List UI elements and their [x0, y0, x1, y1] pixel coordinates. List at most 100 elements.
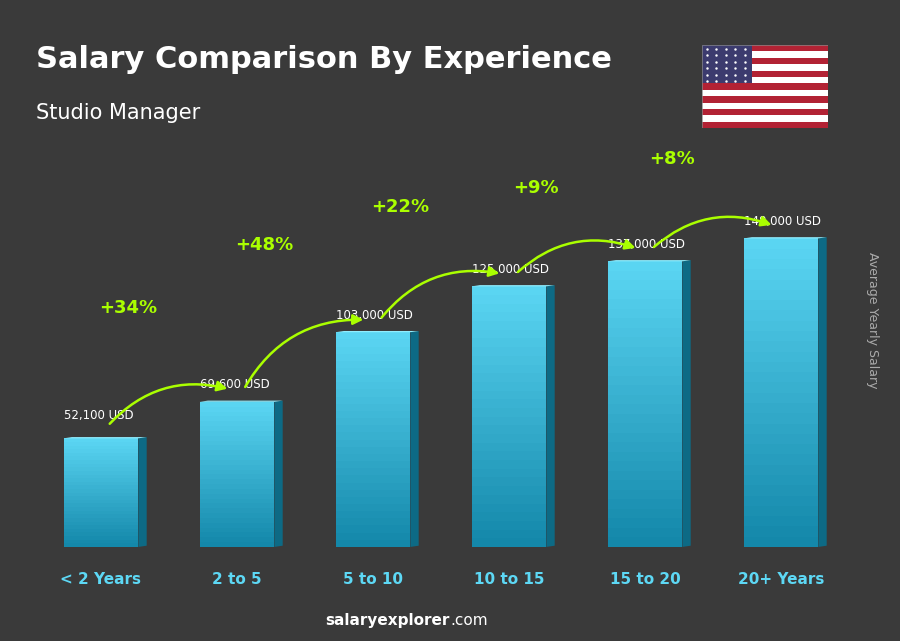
Bar	[702, 109, 828, 115]
Text: +8%: +8%	[649, 150, 695, 168]
Bar	[200, 445, 274, 450]
Bar	[743, 238, 818, 249]
Bar	[336, 397, 410, 404]
Bar	[336, 368, 410, 375]
Bar	[608, 490, 682, 499]
Bar	[336, 440, 410, 447]
Bar	[472, 469, 546, 478]
Bar	[64, 533, 139, 536]
Bar	[200, 537, 274, 542]
Bar	[336, 447, 410, 454]
Bar	[472, 399, 546, 408]
Polygon shape	[682, 260, 690, 547]
Bar	[608, 309, 682, 319]
Bar	[608, 347, 682, 356]
Bar	[64, 544, 139, 547]
Bar	[702, 96, 828, 103]
Bar	[743, 279, 818, 290]
Bar	[608, 385, 682, 395]
Bar	[743, 351, 818, 362]
Bar	[608, 423, 682, 433]
Bar	[64, 522, 139, 525]
Bar	[336, 511, 410, 519]
Bar	[64, 467, 139, 471]
Bar	[336, 519, 410, 526]
Bar	[64, 482, 139, 485]
Bar	[64, 525, 139, 529]
Bar	[200, 426, 274, 431]
Bar	[743, 259, 818, 269]
Text: 137,000 USD: 137,000 USD	[608, 238, 685, 251]
Bar	[200, 508, 274, 513]
Bar	[64, 511, 139, 514]
Bar	[608, 519, 682, 528]
Bar	[336, 468, 410, 476]
Bar	[702, 77, 828, 83]
Polygon shape	[546, 285, 554, 547]
Bar	[64, 463, 139, 467]
Polygon shape	[608, 260, 690, 262]
Polygon shape	[410, 331, 419, 547]
Bar	[200, 484, 274, 489]
Text: 52,100 USD: 52,100 USD	[64, 409, 134, 422]
Text: 148,000 USD: 148,000 USD	[744, 215, 822, 228]
Bar	[743, 444, 818, 454]
Bar	[702, 103, 828, 109]
Polygon shape	[743, 237, 827, 238]
Bar	[702, 58, 828, 64]
Bar	[472, 373, 546, 382]
Bar	[472, 321, 546, 329]
Bar	[608, 404, 682, 413]
Bar	[472, 347, 546, 356]
Bar	[64, 496, 139, 500]
Bar	[743, 424, 818, 434]
Bar	[743, 537, 818, 547]
Bar	[743, 403, 818, 413]
Bar	[336, 425, 410, 433]
Bar	[64, 442, 139, 445]
Bar	[472, 295, 546, 304]
Bar	[64, 456, 139, 460]
Bar	[200, 455, 274, 460]
Bar	[200, 542, 274, 547]
Bar	[336, 540, 410, 547]
Text: Average Yearly Salary: Average Yearly Salary	[867, 253, 879, 388]
Bar	[702, 71, 828, 77]
Bar	[743, 434, 818, 444]
Bar	[608, 262, 682, 271]
Polygon shape	[818, 237, 827, 547]
Bar	[702, 45, 828, 51]
Bar	[743, 485, 818, 495]
Bar	[608, 528, 682, 537]
Text: 103,000 USD: 103,000 USD	[337, 309, 413, 322]
Bar	[608, 280, 682, 290]
Bar	[336, 404, 410, 411]
Bar	[472, 417, 546, 426]
Bar	[743, 516, 818, 526]
Polygon shape	[64, 437, 147, 438]
Bar	[608, 499, 682, 509]
Bar	[64, 536, 139, 540]
Bar	[472, 408, 546, 417]
Bar	[743, 300, 818, 310]
Bar	[743, 475, 818, 485]
Text: 5 to 10: 5 to 10	[343, 572, 403, 587]
Bar	[64, 500, 139, 503]
Bar	[64, 493, 139, 496]
Bar	[200, 518, 274, 523]
Bar	[472, 495, 546, 503]
Polygon shape	[139, 437, 147, 547]
Bar	[608, 328, 682, 338]
Bar	[336, 504, 410, 511]
Bar	[200, 489, 274, 494]
Text: 15 to 20: 15 to 20	[609, 572, 680, 587]
Bar	[336, 361, 410, 368]
Bar	[200, 470, 274, 474]
Bar	[64, 474, 139, 478]
Bar	[743, 383, 818, 393]
Bar	[200, 440, 274, 445]
Bar	[336, 433, 410, 440]
Bar	[608, 395, 682, 404]
Bar	[608, 356, 682, 366]
Text: Studio Manager: Studio Manager	[36, 103, 200, 122]
